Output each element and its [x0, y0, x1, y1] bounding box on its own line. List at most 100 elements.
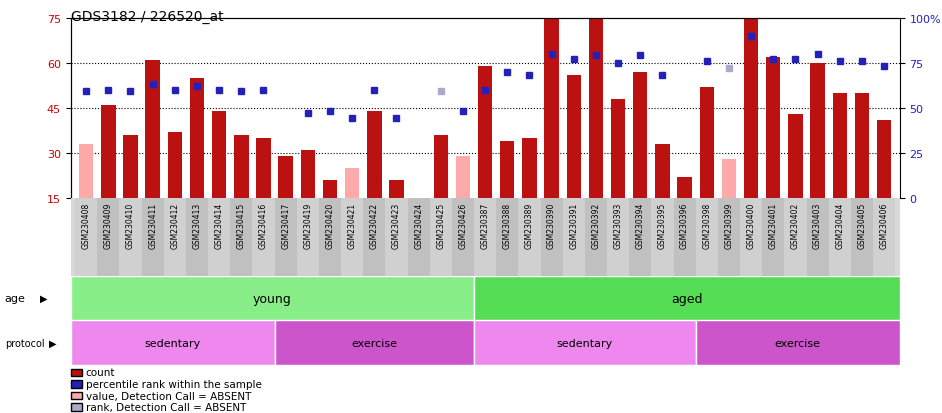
Text: GSM230388: GSM230388: [503, 202, 512, 248]
Bar: [611, 100, 625, 198]
Text: GSM230412: GSM230412: [171, 202, 179, 248]
Text: exercise: exercise: [774, 338, 820, 348]
Text: GSM230392: GSM230392: [592, 202, 600, 248]
Bar: [496, 198, 518, 277]
Text: exercise: exercise: [351, 338, 398, 348]
Text: GSM230399: GSM230399: [724, 202, 734, 249]
Bar: [829, 198, 851, 277]
Bar: [319, 198, 341, 277]
Bar: [474, 198, 496, 277]
Text: GSM230408: GSM230408: [82, 202, 90, 248]
Bar: [97, 198, 120, 277]
Text: sedentary: sedentary: [144, 338, 201, 348]
Text: GSM230419: GSM230419: [303, 202, 313, 248]
Text: GSM230409: GSM230409: [104, 202, 113, 249]
Bar: [762, 198, 785, 277]
Bar: [700, 88, 714, 198]
Bar: [274, 320, 474, 366]
Text: rank, Detection Call = ABSENT: rank, Detection Call = ABSENT: [86, 402, 246, 412]
Text: protocol: protocol: [5, 338, 44, 348]
Bar: [168, 132, 182, 198]
Bar: [562, 198, 585, 277]
Text: aged: aged: [671, 292, 703, 305]
Bar: [810, 64, 825, 198]
Bar: [279, 156, 293, 198]
Bar: [367, 112, 382, 198]
Text: percentile rank within the sample: percentile rank within the sample: [86, 379, 262, 389]
Bar: [696, 320, 900, 366]
Text: age: age: [5, 293, 25, 304]
Bar: [256, 138, 270, 198]
Bar: [629, 198, 651, 277]
Text: GSM230391: GSM230391: [569, 202, 578, 248]
Bar: [186, 198, 208, 277]
Bar: [607, 198, 629, 277]
Bar: [408, 198, 430, 277]
Bar: [522, 138, 537, 198]
Bar: [833, 93, 847, 198]
Text: GSM230387: GSM230387: [480, 202, 490, 248]
Bar: [806, 198, 829, 277]
Text: GSM230394: GSM230394: [636, 202, 644, 249]
Bar: [633, 73, 647, 198]
Bar: [341, 198, 364, 277]
Bar: [385, 198, 408, 277]
Bar: [854, 93, 869, 198]
Bar: [323, 180, 337, 198]
Text: GSM230393: GSM230393: [613, 202, 623, 249]
Bar: [500, 141, 514, 198]
Bar: [585, 198, 607, 277]
Bar: [430, 198, 452, 277]
Bar: [766, 57, 781, 198]
Bar: [474, 320, 696, 366]
Bar: [101, 105, 116, 198]
Bar: [123, 135, 138, 198]
Text: GSM230396: GSM230396: [680, 202, 690, 249]
Bar: [589, 19, 603, 198]
Bar: [75, 198, 97, 277]
Bar: [851, 198, 873, 277]
Text: GDS3182 / 226520_at: GDS3182 / 226520_at: [71, 10, 223, 24]
Bar: [474, 277, 900, 320]
Bar: [744, 19, 758, 198]
Bar: [674, 198, 696, 277]
Bar: [145, 61, 160, 198]
Bar: [164, 198, 186, 277]
Text: GSM230425: GSM230425: [436, 202, 446, 248]
Bar: [452, 198, 474, 277]
Text: value, Detection Call = ABSENT: value, Detection Call = ABSENT: [86, 391, 252, 401]
Text: GSM230423: GSM230423: [392, 202, 401, 248]
Bar: [208, 198, 230, 277]
Bar: [252, 198, 274, 277]
Bar: [230, 198, 252, 277]
Bar: [345, 169, 359, 198]
Text: GSM230395: GSM230395: [658, 202, 667, 249]
Bar: [212, 112, 226, 198]
Bar: [189, 78, 204, 198]
Text: sedentary: sedentary: [557, 338, 613, 348]
Text: GSM230400: GSM230400: [747, 202, 755, 249]
Bar: [566, 76, 581, 198]
Text: GSM230422: GSM230422: [370, 202, 379, 248]
Text: GSM230403: GSM230403: [813, 202, 822, 249]
Bar: [873, 198, 895, 277]
Text: GSM230414: GSM230414: [215, 202, 223, 248]
Text: GSM230421: GSM230421: [348, 202, 357, 248]
Text: GSM230405: GSM230405: [857, 202, 867, 249]
Text: GSM230417: GSM230417: [281, 202, 290, 248]
Bar: [696, 198, 718, 277]
Text: GSM230404: GSM230404: [836, 202, 844, 249]
Text: GSM230402: GSM230402: [791, 202, 800, 248]
Bar: [364, 198, 385, 277]
Text: GSM230413: GSM230413: [192, 202, 202, 248]
Bar: [478, 66, 493, 198]
Bar: [785, 198, 806, 277]
Bar: [71, 277, 474, 320]
Text: GSM230420: GSM230420: [326, 202, 334, 248]
Text: ▶: ▶: [40, 293, 47, 304]
Bar: [718, 198, 740, 277]
Text: GSM230426: GSM230426: [459, 202, 467, 248]
Bar: [677, 177, 691, 198]
Text: GSM230406: GSM230406: [880, 202, 888, 249]
Bar: [300, 150, 315, 198]
